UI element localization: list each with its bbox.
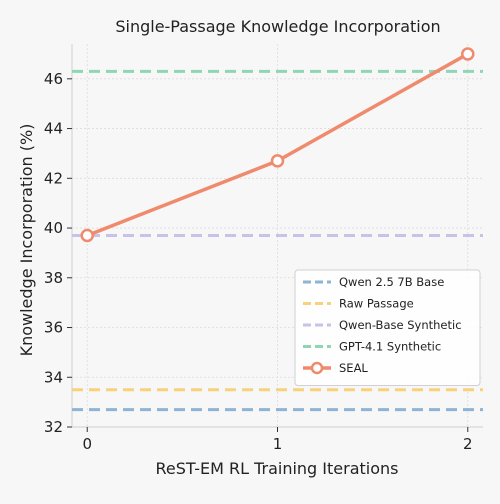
series-layer [72,47,483,412]
legend-label-qwen-base-synthetic: Qwen-Base Synthetic [339,318,462,332]
x-tick-label: 0 [82,435,92,453]
axes: 32 34 36 38 40 42 44 46 0 1 2 [44,44,483,453]
y-axis-label: Knowledge Incorporation (%) [17,124,36,357]
y-tick-label: 38 [44,269,63,287]
y-tick-label: 44 [44,120,63,138]
y-tick-label: 40 [44,219,63,237]
legend-label-qwen-2-5-7b-base: Qwen 2.5 7B Base [339,275,444,289]
legend: Qwen 2.5 7B Base Raw Passage Qwen-Base Syn… [294,269,481,386]
legend-marker-seal [310,361,324,375]
data-point-seal [461,47,475,61]
y-tick-label: 32 [44,418,63,436]
legend-label-seal: SEAL [339,361,368,375]
y-tick-label: 34 [44,368,63,386]
x-axis-label: ReST-EM RL Training Iterations [155,459,398,478]
legend-label-gpt-4-1-synthetic: GPT-4.1 Synthetic [339,340,441,354]
y-tick-label: 36 [44,319,63,337]
legend-label-raw-passage: Raw Passage [339,297,414,311]
grid [72,44,483,428]
data-point-seal [270,154,285,168]
chart-title: Single-Passage Knowledge Incorporation [115,17,440,36]
legend-box [294,269,481,386]
y-tick-label: 42 [44,169,63,187]
x-tick-label: 1 [273,435,283,453]
x-tick-label: 2 [463,435,473,453]
y-tick-label: 46 [44,70,63,88]
data-point-seal [80,228,94,243]
